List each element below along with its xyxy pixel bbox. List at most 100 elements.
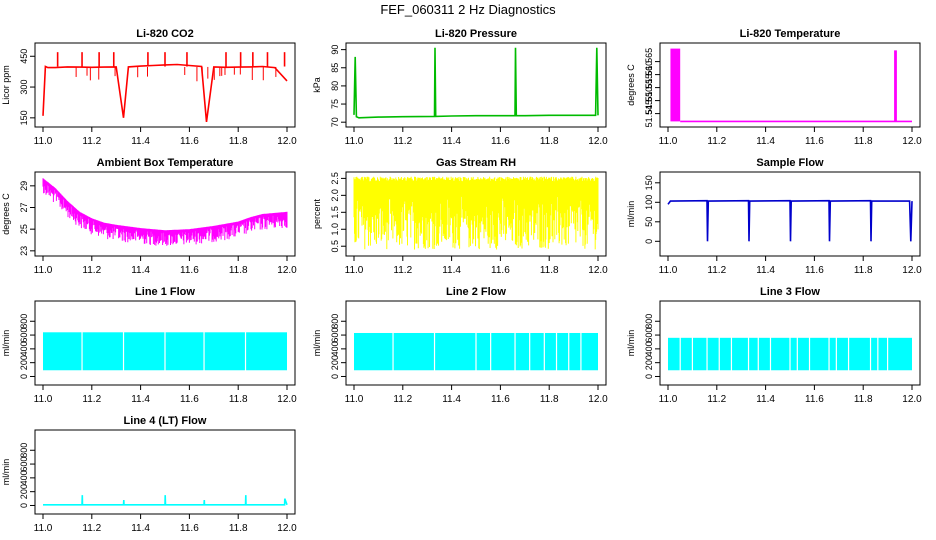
y-tick-label: 0.5: [330, 240, 340, 253]
x-tick-label: 11.2: [82, 394, 101, 405]
x-tick-label: 12.0: [277, 265, 297, 276]
plot-frame: [345, 171, 607, 257]
x-tick-label: 11.8: [854, 136, 873, 147]
y-tick-label: 2.0: [330, 189, 340, 202]
data-layer: [353, 47, 599, 119]
x-tick-label: 12.0: [277, 394, 297, 405]
y-tick-label: 400: [19, 341, 29, 356]
x-tick-label: 11.2: [82, 523, 101, 534]
x-tick-label: 12.0: [277, 523, 297, 534]
data-band: [670, 48, 681, 122]
data-layer: [42, 52, 288, 123]
x-tick-label: 11.8: [229, 136, 248, 147]
y-tick-label: 0: [19, 374, 29, 379]
y-tick-label: 200: [330, 355, 340, 370]
chart-panel: Line 4 (LT) Flow ml/min 11.0 11.2 11.4 11.6 11…: [1, 415, 297, 534]
x-tick-label: 11.0: [34, 523, 53, 534]
x-tick-label: 11.6: [180, 394, 199, 405]
x-tick-label: 11.2: [82, 265, 101, 276]
plot-frame: [34, 300, 296, 386]
y-tick-label: 100: [644, 195, 654, 210]
chart-panel: Gas Stream RH percent 11.0 11.2 11.4 11.6 11.8…: [312, 157, 608, 276]
figure-title: FEF_060311 2 Hz Diagnostics: [380, 2, 556, 17]
data-line: [42, 63, 288, 123]
y-tick-label: 400: [330, 341, 340, 356]
y-tick-label: 0: [644, 374, 654, 379]
data-layer: [353, 176, 599, 250]
x-tick-label: 11.6: [805, 394, 824, 405]
chart-title: Li-820 Temperature: [740, 28, 841, 40]
chart-panel: Li-820 Pressure kPa 11.0 11.2 11.4 11.6 11.8 12…: [312, 28, 608, 147]
y-tick-label: 51.545: [644, 100, 654, 128]
data-line: [42, 178, 288, 246]
chart-panel: Line 2 Flow ml/min 11.0 11.2 11.4 11.6 11.8 12.…: [312, 286, 608, 405]
chart-panel: Li-820 CO2 Licor ppm 11.0 11.2 11.4 11.6 11.8 1…: [1, 28, 297, 147]
data-layer: [667, 199, 913, 242]
data-line: [680, 50, 912, 123]
data-layer: [42, 178, 288, 246]
y-axis-label: percent: [312, 198, 322, 229]
x-tick-label: 11.6: [180, 265, 199, 276]
x-tick-label: 11.0: [345, 136, 364, 147]
x-tick-label: 11.0: [345, 265, 364, 276]
y-tick-label: 150: [19, 110, 29, 125]
plot-frame: [345, 300, 607, 386]
y-tick-label: 70: [330, 117, 340, 127]
y-tick-label: 80: [330, 81, 340, 91]
y-axis-label: degrees C: [1, 193, 11, 235]
y-axis-label: ml/min: [626, 330, 636, 357]
y-tick-label: 600: [19, 457, 29, 472]
x-tick-label: 12.0: [902, 136, 922, 147]
y-tick-label: 600: [19, 328, 29, 343]
data-line: [353, 47, 599, 119]
chart-panel: Ambient Box Temperature degrees C 11.0 11.2…: [1, 157, 297, 276]
chart-panel: Line 3 Flow ml/min 11.0 11.2 11.4 11.6 11.8 12.…: [626, 286, 922, 405]
data-layer: [43, 495, 288, 506]
y-tick-label: 0: [330, 374, 340, 379]
y-axis-label: ml/min: [626, 201, 636, 228]
x-tick-label: 11.2: [393, 136, 412, 147]
x-tick-label: 11.4: [131, 265, 150, 276]
x-tick-label: 11.2: [393, 394, 412, 405]
x-tick-label: 11.2: [707, 136, 726, 147]
y-tick-label: 51.555: [644, 74, 654, 102]
y-tick-label: 85: [330, 63, 340, 73]
x-tick-label: 11.6: [491, 265, 510, 276]
plot-frame: [659, 42, 921, 128]
chart-title: Line 2 Flow: [446, 286, 506, 298]
y-tick-label: 27: [19, 202, 29, 212]
data-layer: [354, 331, 598, 372]
x-tick-label: 11.6: [491, 394, 510, 405]
y-tick-label: 800: [644, 314, 654, 329]
chart-title: Li-820 Pressure: [435, 28, 517, 40]
data-layer: [43, 331, 287, 372]
y-tick-label: 800: [19, 443, 29, 458]
x-tick-label: 11.0: [34, 265, 53, 276]
plot-frame: [345, 42, 607, 128]
x-tick-label: 11.6: [180, 136, 199, 147]
data-layer: [670, 48, 912, 123]
y-tick-label: 51.550: [644, 87, 654, 115]
y-tick-label: 1.0: [330, 223, 340, 236]
y-tick-label: 600: [644, 328, 654, 343]
y-tick-label: 2.5: [330, 172, 340, 185]
x-tick-label: 11.4: [442, 394, 461, 405]
x-tick-label: 11.6: [491, 136, 510, 147]
x-tick-label: 11.6: [805, 136, 824, 147]
x-tick-label: 11.0: [659, 136, 678, 147]
chart-title: Line 3 Flow: [760, 286, 820, 298]
x-tick-label: 11.8: [540, 136, 559, 147]
x-tick-label: 12.0: [588, 136, 608, 147]
x-tick-label: 11.0: [34, 394, 53, 405]
x-tick-label: 11.4: [131, 136, 150, 147]
x-tick-label: 11.0: [659, 265, 678, 276]
y-tick-label: 400: [644, 341, 654, 356]
x-tick-label: 11.6: [180, 523, 199, 534]
x-tick-label: 12.0: [277, 136, 297, 147]
chart-title: Li-820 CO2: [136, 28, 193, 40]
plot-frame: [34, 42, 296, 128]
y-tick-label: 29: [19, 181, 29, 191]
y-tick-label: 150: [644, 175, 654, 190]
